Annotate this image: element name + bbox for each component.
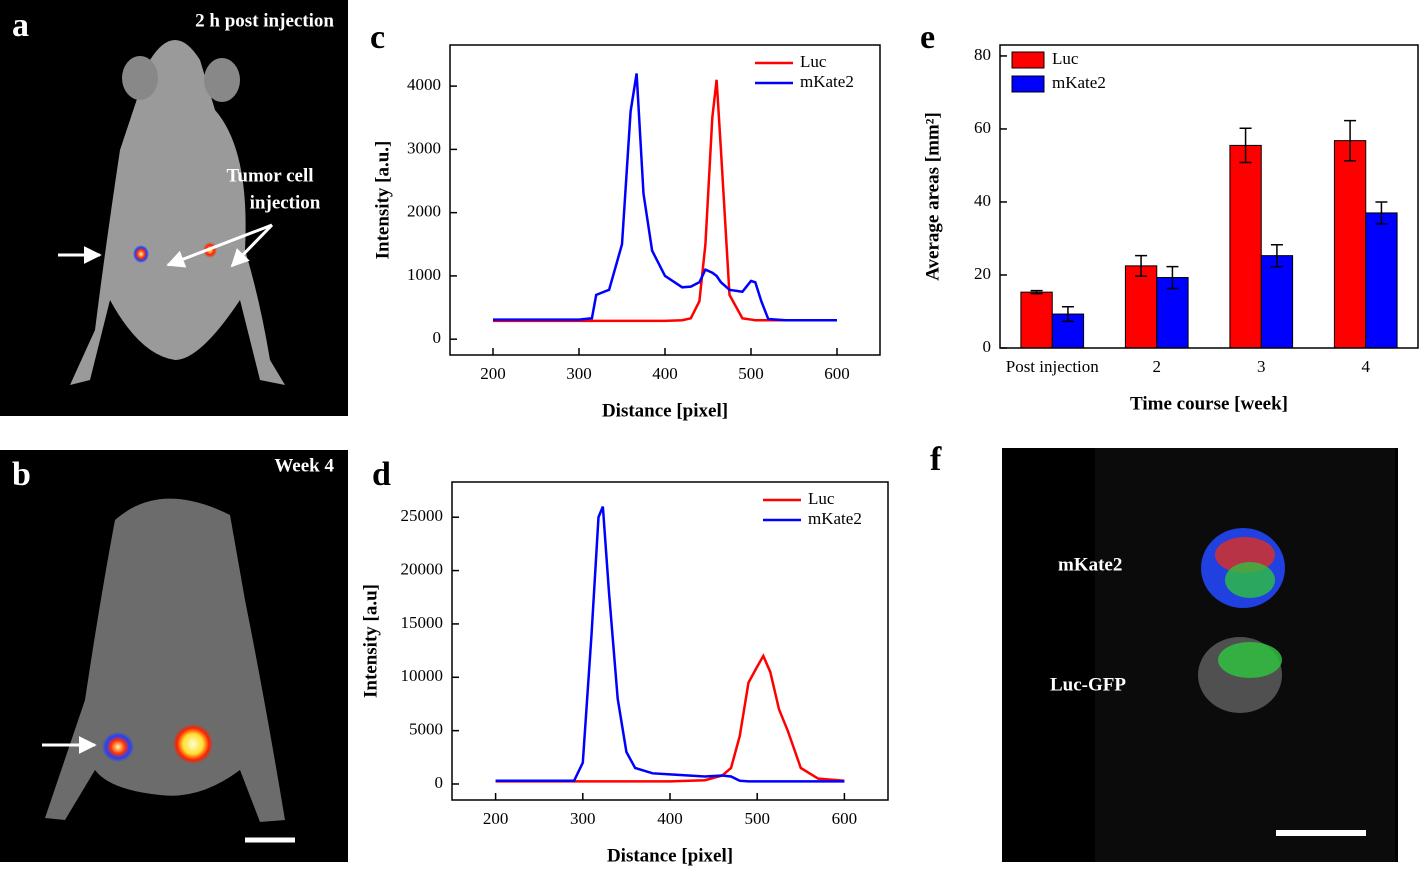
y-tick-label: 5000 [409, 720, 443, 739]
annotation: injection [250, 192, 321, 213]
error-bar [1135, 254, 1148, 277]
legend-label: mKate2 [808, 509, 862, 528]
panel-b: b Week 4 [0, 450, 348, 862]
y-axis-label: Average areas [mm²] [922, 112, 943, 281]
plot-frame [451, 481, 889, 801]
panel-f: f mKate2 Luc-GFP [930, 441, 1398, 862]
x-tick-label: 3 [1257, 357, 1266, 376]
panel-label: c [370, 19, 385, 56]
error-bar [1375, 201, 1388, 225]
legend-swatch [1011, 75, 1045, 93]
x-tick-label: 500 [744, 809, 770, 828]
y-tick-label: 40 [974, 191, 991, 210]
error-bar [1344, 119, 1357, 162]
panel-label: f [930, 441, 942, 478]
bar [1156, 277, 1189, 349]
error-bar [1239, 127, 1252, 164]
x-tick-label: 400 [657, 809, 683, 828]
bar [1333, 140, 1367, 349]
bar [1260, 255, 1294, 349]
x-axis-label: Distance [pixel] [602, 400, 728, 421]
x-tick-label: 400 [652, 364, 678, 383]
panel-label: b [12, 456, 31, 493]
y-tick-label: 3000 [407, 138, 441, 157]
legend-label: mKate2 [1052, 73, 1106, 92]
x-tick-label: Post injection [1006, 357, 1100, 376]
x-tick-label: 500 [738, 364, 764, 383]
line [495, 653, 845, 783]
y-tick-label: 20000 [401, 559, 444, 578]
x-tick-label: 4 [1362, 357, 1371, 376]
panel-label: e [920, 19, 935, 56]
x-tick-label: 200 [483, 809, 509, 828]
legend-label: mKate2 [800, 72, 854, 91]
x-tick-label: 600 [832, 809, 858, 828]
error-bar [1061, 305, 1074, 323]
y-tick-label: 25000 [401, 506, 444, 525]
x-tick-label: 2 [1153, 357, 1162, 376]
legend-swatch [1011, 51, 1045, 69]
x-tick-label: 600 [824, 364, 850, 383]
x-tick-label: 300 [570, 809, 596, 828]
image-label: Luc-GFP [1050, 674, 1126, 695]
x-tick-label: 300 [566, 364, 592, 383]
y-tick-label: 80 [974, 45, 991, 64]
panel-label: d [372, 456, 391, 493]
legend-label: Luc [800, 52, 827, 71]
y-tick-label: 4000 [407, 75, 441, 94]
y-tick-label: 20 [974, 264, 991, 283]
bar [1365, 212, 1398, 349]
y-tick-label: 15000 [401, 613, 444, 632]
error-bar [1270, 243, 1283, 268]
panel-a: a 2 h post injection Tumor cell injectio… [0, 0, 348, 416]
y-tick-label: 1000 [407, 265, 441, 284]
error-bar [1030, 289, 1043, 295]
y-tick-label: 10000 [401, 666, 444, 685]
line [493, 73, 837, 322]
error-bar [1166, 265, 1179, 290]
image-label: mKate2 [1058, 554, 1122, 575]
y-tick-label: 60 [974, 118, 991, 137]
line [493, 79, 837, 323]
bar [1229, 144, 1262, 349]
caption: Week 4 [274, 455, 334, 476]
y-tick-label: 0 [435, 773, 444, 792]
y-axis-label: Intensity [a.u] [360, 584, 381, 698]
y-tick-label: 2000 [407, 202, 441, 221]
y-axis-label: Intensity [a.u.] [372, 141, 393, 260]
legend-label: Luc [808, 489, 835, 508]
x-axis-label: Distance [pixel] [607, 845, 733, 866]
legend-label: Luc [1052, 49, 1079, 68]
caption: 2 h post injection [195, 10, 334, 31]
panel-label: a [12, 7, 29, 44]
x-axis-label: Time course [week] [1130, 393, 1288, 414]
x-tick-label: 200 [480, 364, 506, 383]
y-tick-label: 0 [983, 337, 992, 356]
line [495, 506, 845, 783]
y-tick-label: 0 [433, 328, 442, 347]
plot-frame [999, 44, 1419, 349]
bar [1020, 291, 1053, 349]
annotation: Tumor cell [226, 165, 313, 186]
plot-frame [449, 44, 881, 356]
bar [1124, 265, 1158, 349]
